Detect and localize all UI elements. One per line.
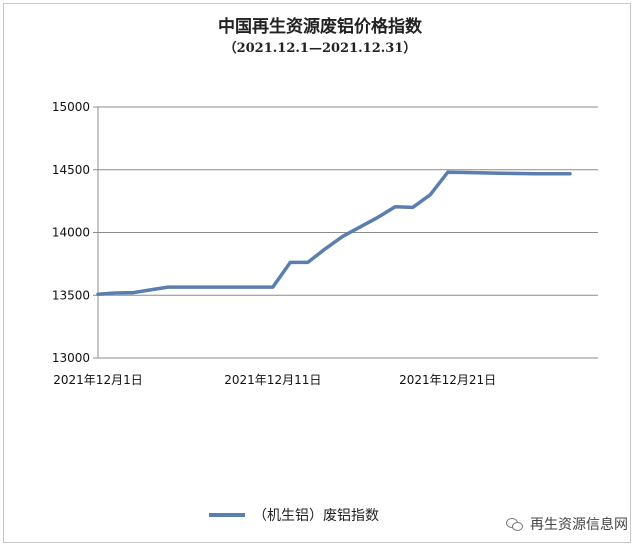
x-tick-label: 2021年12月21日 bbox=[399, 373, 496, 387]
y-tick-label: 14000 bbox=[52, 226, 90, 240]
x-tick-label: 2021年12月1日 bbox=[53, 373, 142, 387]
watermark: 再生资源信息网 bbox=[506, 514, 628, 534]
x-tick-label: 2021年12月11日 bbox=[224, 373, 321, 387]
y-tick-label: 13500 bbox=[52, 288, 90, 302]
watermark-text: 再生资源信息网 bbox=[530, 517, 628, 533]
series-line bbox=[96, 170, 572, 296]
chart-title: 中国再生资源废铝价格指数 bbox=[218, 17, 422, 37]
y-tick-label: 15000 bbox=[52, 100, 90, 114]
wechat-icon bbox=[506, 517, 524, 531]
y-tick-label: 13000 bbox=[52, 351, 90, 365]
chart-frame bbox=[3, 3, 631, 543]
legend-swatch bbox=[209, 513, 245, 517]
legend-label: （机生铝）废铝指数 bbox=[253, 508, 379, 524]
legend: （机生铝）废铝指数 bbox=[209, 505, 379, 525]
chart-subtitle: （2021.12.1—2021.12.31） bbox=[223, 41, 417, 56]
y-tick-label: 14500 bbox=[52, 163, 90, 177]
